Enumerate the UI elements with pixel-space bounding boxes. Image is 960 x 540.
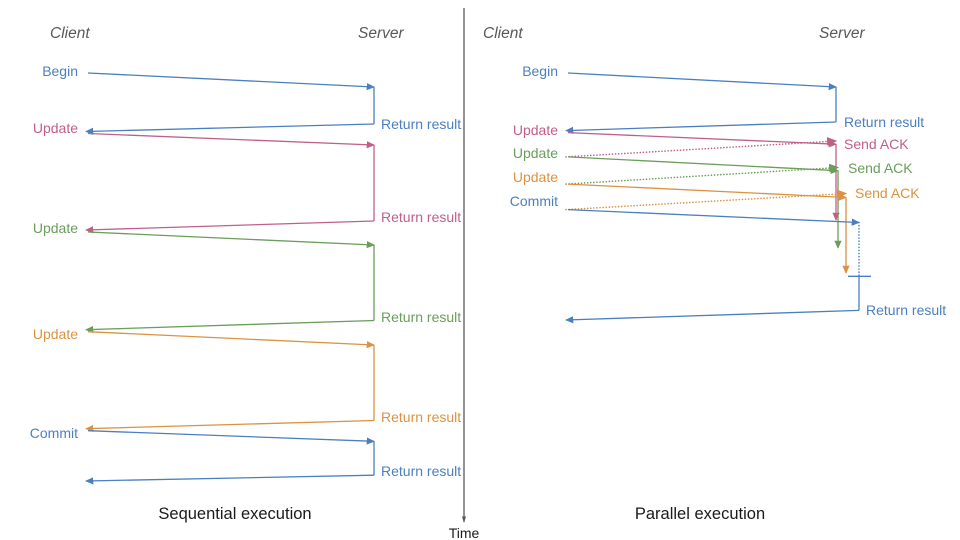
svg-text:Send ACK: Send ACK bbox=[848, 160, 913, 176]
svg-text:Update: Update bbox=[513, 122, 558, 138]
svg-text:Server: Server bbox=[358, 25, 404, 42]
svg-text:Send ACK: Send ACK bbox=[855, 185, 920, 201]
svg-text:Client: Client bbox=[50, 25, 90, 42]
svg-text:Server: Server bbox=[819, 25, 865, 42]
svg-text:Update: Update bbox=[33, 326, 78, 342]
svg-text:Update: Update bbox=[513, 169, 558, 185]
svg-text:Return result: Return result bbox=[381, 116, 461, 132]
svg-text:Commit: Commit bbox=[30, 425, 78, 441]
svg-text:Return result: Return result bbox=[381, 463, 461, 479]
svg-text:Parallel execution: Parallel execution bbox=[635, 505, 765, 523]
svg-text:Sequential execution: Sequential execution bbox=[158, 505, 311, 523]
svg-text:Update: Update bbox=[513, 145, 558, 161]
svg-text:Return result: Return result bbox=[844, 114, 924, 130]
svg-text:Update: Update bbox=[33, 120, 78, 136]
svg-text:Return result: Return result bbox=[381, 209, 461, 225]
svg-text:Begin: Begin bbox=[522, 63, 558, 79]
svg-text:Update: Update bbox=[33, 220, 78, 236]
svg-text:Return result: Return result bbox=[381, 409, 461, 425]
svg-text:Commit: Commit bbox=[510, 193, 558, 209]
svg-text:Begin: Begin bbox=[42, 63, 78, 79]
svg-text:Client: Client bbox=[483, 25, 523, 42]
svg-text:Send ACK: Send ACK bbox=[844, 136, 909, 152]
svg-text:Return result: Return result bbox=[381, 309, 461, 325]
svg-text:Return result: Return result bbox=[866, 302, 946, 318]
svg-text:Time: Time bbox=[449, 525, 480, 540]
